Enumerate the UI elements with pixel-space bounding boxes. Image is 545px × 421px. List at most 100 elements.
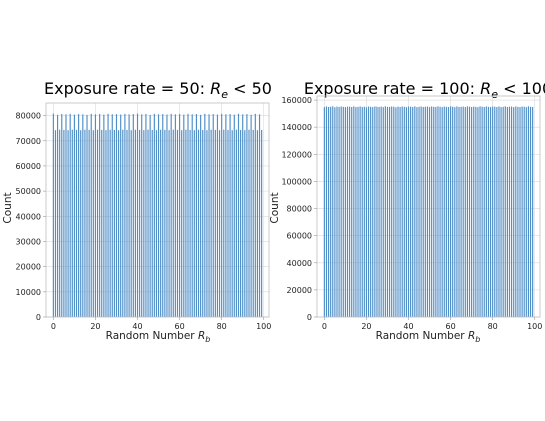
x-tick-label: 100 (527, 322, 542, 331)
y-tick-label: 40000 (16, 212, 41, 221)
bar (346, 106, 349, 317)
x-tick-label: 80 (488, 322, 498, 331)
bar (372, 107, 374, 317)
bar (475, 106, 477, 318)
y-tick-label: 70000 (16, 137, 41, 146)
bar (342, 106, 344, 318)
bar (208, 114, 210, 318)
bar (240, 129, 242, 317)
bar (126, 129, 128, 317)
bar (52, 113, 54, 317)
bar (115, 114, 118, 318)
bar (181, 130, 183, 317)
bar (67, 130, 69, 317)
bar (353, 106, 355, 317)
bar (162, 114, 164, 318)
y-tick-label: 10000 (16, 288, 41, 297)
bar (80, 130, 82, 317)
bar (101, 129, 103, 317)
bar (473, 106, 475, 317)
bar (166, 114, 168, 317)
bar (523, 106, 525, 317)
bar (94, 114, 97, 318)
plot-frame (45, 102, 270, 318)
bar (197, 129, 200, 317)
bar (63, 129, 65, 317)
bar (250, 114, 252, 317)
bar (515, 106, 517, 317)
bar (532, 106, 534, 317)
bar (327, 106, 330, 317)
y-tick-label: 20000 (16, 263, 41, 272)
bar (84, 129, 86, 317)
bar (363, 106, 365, 317)
bar (492, 106, 494, 317)
bar (433, 106, 435, 318)
bar (86, 114, 88, 317)
bar (416, 107, 418, 317)
bar (183, 114, 185, 317)
bar (502, 106, 504, 318)
bar (139, 129, 141, 317)
bar (496, 106, 498, 317)
y-tick-label: 80000 (16, 112, 41, 121)
bar (450, 106, 452, 317)
bar (389, 106, 391, 317)
bar (248, 129, 250, 317)
bar (256, 130, 259, 317)
bar (464, 107, 466, 317)
bar (344, 107, 346, 317)
bar (405, 107, 407, 317)
bar (54, 130, 57, 317)
bar (105, 130, 107, 317)
bar (120, 114, 122, 317)
bar (73, 114, 75, 317)
bar (71, 129, 73, 317)
y-axis-label: Count (2, 192, 14, 223)
bar (202, 129, 204, 317)
x-axis-label: Random Number Rb (106, 330, 211, 344)
bar (172, 129, 174, 317)
bar (193, 130, 195, 317)
bar (471, 106, 473, 317)
bar (109, 129, 111, 317)
bar (221, 113, 223, 317)
bar (237, 113, 240, 317)
bar (456, 106, 458, 317)
bar (61, 114, 63, 318)
chart-title: Exposure rate = 50: Re < 50 (44, 79, 272, 101)
bar (229, 114, 231, 318)
bar (244, 130, 246, 317)
bar (231, 130, 233, 317)
bar (407, 106, 410, 317)
bar (384, 106, 386, 317)
bar (103, 114, 105, 317)
bar (454, 107, 456, 317)
bar (401, 106, 403, 317)
y-tick-label: 140000 (281, 123, 312, 132)
bar (118, 130, 120, 317)
bar (242, 114, 244, 318)
bar (349, 106, 351, 317)
bar (233, 114, 235, 317)
bar (191, 114, 193, 318)
x-tick-label: 0 (322, 322, 327, 331)
bar (216, 114, 219, 317)
bar (466, 106, 468, 317)
bar (378, 106, 380, 317)
bar (258, 114, 261, 318)
y-tick-label: 30000 (16, 237, 41, 246)
bar (494, 106, 496, 317)
bar (149, 114, 151, 317)
bar (508, 106, 511, 317)
bar (90, 113, 92, 317)
x-axis-label: Random Number Rb (376, 330, 481, 344)
y-tick-label: 160000 (281, 96, 312, 105)
bar (395, 107, 397, 317)
bar (107, 113, 109, 317)
bar (340, 106, 342, 317)
y-tick-label: 50000 (16, 187, 41, 196)
x-tick-label: 80 (217, 322, 227, 331)
bar (113, 129, 115, 317)
bar (187, 113, 189, 317)
